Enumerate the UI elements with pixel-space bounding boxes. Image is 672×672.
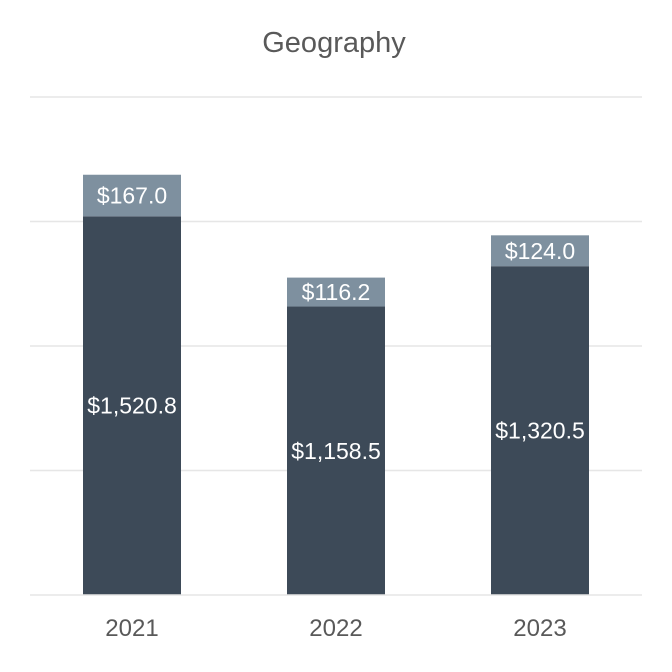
x-tick-label-2022: 2022 — [309, 615, 362, 642]
data-label-2023-segment-1: $1,320.5 — [495, 418, 585, 444]
bar-2023-segment-2 — [491, 235, 589, 267]
bar-2023-segment-1 — [491, 266, 589, 595]
x-tick-label-2021: 2021 — [105, 615, 158, 642]
bar-2022-segment-2 — [287, 277, 385, 307]
chart-title: Geography — [262, 27, 406, 59]
bar-2022-segment-1 — [287, 306, 385, 595]
x-tick-label-2023: 2023 — [513, 615, 566, 642]
bar-2021-segment-2 — [83, 174, 181, 217]
data-label-2023-segment-2: $124.0 — [505, 238, 575, 264]
data-label-2021-segment-1: $1,520.8 — [87, 393, 177, 419]
data-label-2022-segment-1: $1,158.5 — [291, 438, 381, 464]
x-axis: 2021 2022 2023 — [30, 594, 642, 642]
data-label-2022-segment-2: $116.2 — [302, 279, 371, 305]
bar-2021-segment-1 — [83, 216, 181, 595]
bars — [83, 174, 589, 595]
data-labels: $1,520.8 $167.0 $1,158.5 $116.2 $1,320.5 $124… — [87, 183, 585, 464]
data-label-2021-segment-2: $167.0 — [97, 183, 167, 209]
